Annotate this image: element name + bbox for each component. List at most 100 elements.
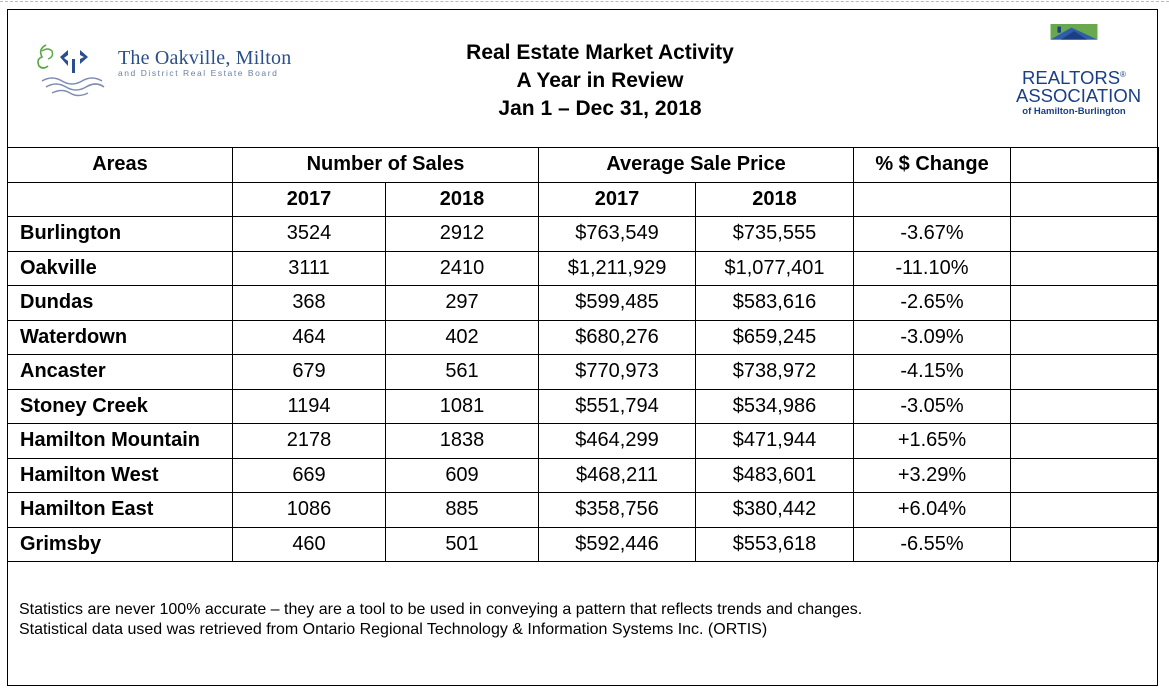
market-activity-table: Areas Number of Sales Average Sale Price…	[7, 147, 1160, 562]
header-price-2018: 2018	[695, 181, 855, 217]
table-row: Ancaster 679 561 $770,973 $738,972 -4.15%	[7, 354, 1160, 390]
sales-2018-cell: 609	[384, 457, 540, 493]
sales-2018-cell: 402	[384, 319, 540, 355]
table-row: Hamilton Mountain 2178 1838 $464,299 $471,94…	[7, 423, 1160, 459]
table-row: Hamilton West 669 609 $468,211 $483,601 +3.29…	[7, 457, 1160, 493]
sales-2017-cell: 669	[232, 457, 386, 493]
empty-cell	[1010, 526, 1160, 562]
price-2017-cell: $763,549	[538, 216, 697, 252]
change-cell: +1.65%	[853, 423, 1012, 459]
table-row: Oakville 3111 2410 $1,211,929 $1,077,401 -11.…	[7, 250, 1160, 286]
price-2017-cell: $599,485	[538, 285, 697, 321]
sales-2017-cell: 3111	[232, 250, 386, 286]
price-2018-cell: $738,972	[695, 354, 855, 390]
area-cell: Stoney Creek	[7, 388, 233, 424]
price-2017-cell: $551,794	[538, 388, 697, 424]
change-cell: -3.05%	[853, 388, 1012, 424]
title-line-2: A Year in Review	[516, 69, 684, 92]
price-2017-cell: $592,446	[538, 526, 697, 562]
title-line-3: Jan 1 – Dec 31, 2018	[498, 97, 702, 120]
price-2018-cell: $534,986	[695, 388, 855, 424]
sales-2017-cell: 2178	[232, 423, 386, 459]
empty-cell	[7, 181, 233, 217]
price-2017-cell: $770,973	[538, 354, 697, 390]
sales-2017-cell: 460	[232, 526, 386, 562]
empty-cell	[1010, 319, 1160, 355]
sales-2017-cell: 1086	[232, 492, 386, 528]
sales-2017-cell: 464	[232, 319, 386, 355]
empty-cell	[1010, 388, 1160, 424]
price-2018-cell: $735,555	[695, 216, 855, 252]
price-2018-cell: $483,601	[695, 457, 855, 493]
price-2018-cell: $659,245	[695, 319, 855, 355]
area-cell: Waterdown	[7, 319, 233, 355]
title-line-1: Real Estate Market Activity	[466, 41, 734, 64]
header-row-2: 2017 2018 2017 2018	[7, 181, 1160, 217]
table-row: Burlington 3524 2912 $763,549 $735,555 -3.67%	[7, 216, 1160, 252]
org-right-line1: REALTORS	[1022, 67, 1121, 89]
sales-2018-cell: 1838	[384, 423, 540, 459]
org-left-subtitle: and District Real Estate Board	[118, 68, 279, 78]
change-cell: +6.04%	[853, 492, 1012, 528]
org-left-name: The Oakville, Milton	[118, 47, 292, 69]
registered-mark: ®	[1120, 70, 1126, 79]
footer-line-1: Statistics are never 100% accurate – the…	[19, 601, 863, 618]
header-average-sale-price: Average Sale Price	[538, 147, 855, 183]
empty-cell	[1010, 457, 1160, 493]
sales-2018-cell: 1081	[384, 388, 540, 424]
org-right-wordmark: REALTORS® ASSOCIATION of Hamilton-Burlin…	[1016, 66, 1142, 118]
empty-cell	[1010, 492, 1160, 528]
header-percent-change: % $ Change	[853, 147, 1012, 183]
empty-cell	[1010, 285, 1160, 321]
table-row: Hamilton East 1086 885 $358,756 $380,442 +6.0…	[7, 492, 1160, 528]
change-cell: -6.55%	[853, 526, 1012, 562]
table-row: Grimsby 460 501 $592,446 $553,618 -6.55%	[7, 526, 1160, 562]
footer-line-2: Statistical data used was retrieved from…	[19, 621, 768, 638]
header-number-of-sales: Number of Sales	[231, 147, 540, 183]
org-right-line2: ASSOCIATION	[1016, 85, 1142, 107]
area-cell: Hamilton Mountain	[7, 423, 233, 459]
price-2018-cell: $553,618	[695, 526, 855, 562]
sales-2018-cell: 2410	[384, 250, 540, 286]
empty-cell	[853, 181, 1012, 217]
page-title: Real Estate Market Activity A Year in Re…	[380, 39, 820, 123]
change-cell: -11.10%	[853, 250, 1012, 286]
header-areas: Areas	[7, 147, 233, 183]
change-cell: -3.67%	[853, 216, 1012, 252]
table-row: Waterdown 464 402 $680,276 $659,245 -3.09%	[7, 319, 1160, 355]
area-cell: Dundas	[7, 285, 233, 321]
empty-cell	[1010, 181, 1160, 217]
area-cell: Ancaster	[7, 354, 233, 390]
sales-2017-cell: 1194	[232, 388, 386, 424]
price-2017-cell: $468,211	[538, 457, 697, 493]
change-cell: +3.29%	[853, 457, 1012, 493]
price-2018-cell: $1,077,401	[695, 250, 855, 286]
sales-2018-cell: 885	[384, 492, 540, 528]
sales-2017-cell: 3524	[232, 216, 386, 252]
table-row: Dundas 368 297 $599,485 $583,616 -2.65%	[7, 285, 1160, 321]
empty-cell	[1010, 147, 1160, 183]
realtors-association-logo-icon	[1050, 24, 1098, 40]
sales-2017-cell: 679	[232, 354, 386, 390]
area-cell: Burlington	[7, 216, 233, 252]
price-2017-cell: $1,211,929	[538, 250, 697, 286]
page-top-guide	[0, 1, 1169, 2]
footer-notes: Statistics are never 100% accurate – the…	[19, 600, 862, 640]
header-sales-2018: 2018	[384, 181, 540, 217]
org-right-line3: of Hamilton-Burlington	[1022, 106, 1126, 118]
price-2017-cell: $464,299	[538, 423, 697, 459]
change-cell: -4.15%	[853, 354, 1012, 390]
empty-cell	[1010, 423, 1160, 459]
header-price-2017: 2017	[538, 181, 697, 217]
sales-2018-cell: 2912	[384, 216, 540, 252]
price-2017-cell: $358,756	[538, 492, 697, 528]
sales-2018-cell: 297	[384, 285, 540, 321]
area-cell: Grimsby	[7, 526, 233, 562]
price-2018-cell: $583,616	[695, 285, 855, 321]
sales-2017-cell: 368	[232, 285, 386, 321]
header-sales-2017: 2017	[232, 181, 386, 217]
price-2017-cell: $680,276	[538, 319, 697, 355]
empty-cell	[1010, 250, 1160, 286]
oakville-board-logo-icon	[37, 44, 105, 97]
area-cell: Oakville	[7, 250, 233, 286]
